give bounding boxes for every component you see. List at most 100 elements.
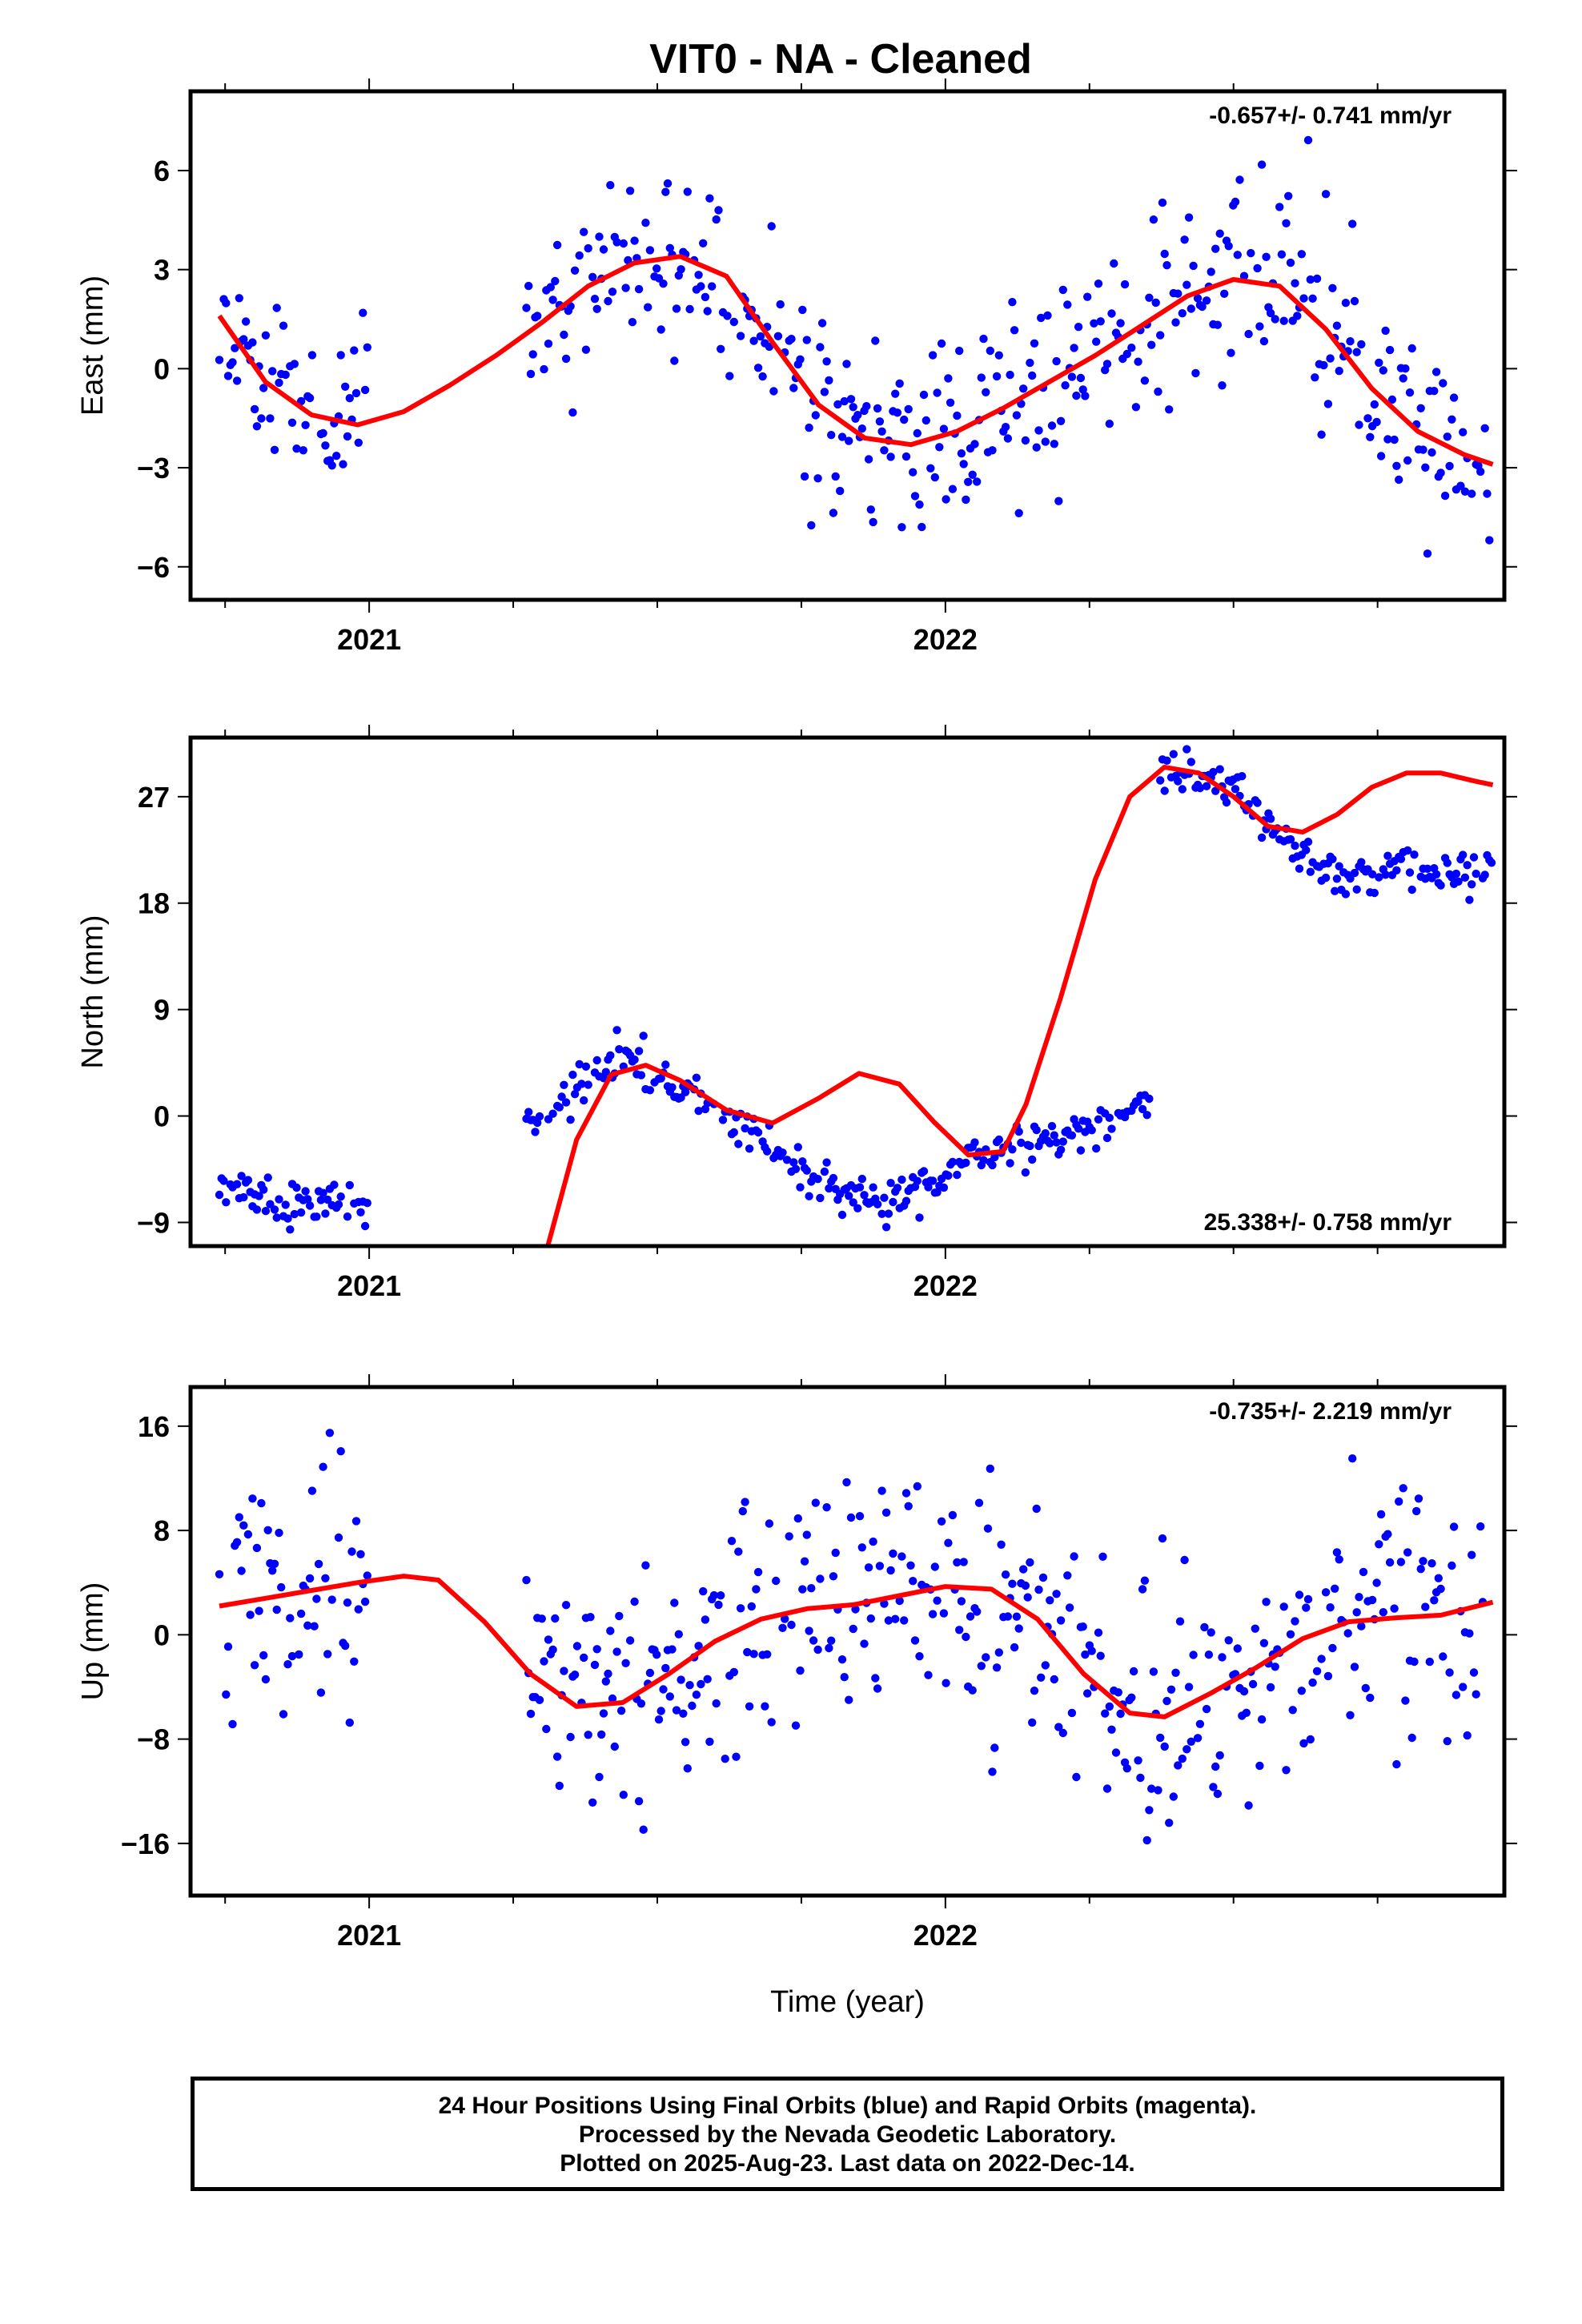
east-data-point <box>1392 461 1401 470</box>
north-data-point <box>928 1176 938 1185</box>
east-data-point <box>729 317 738 327</box>
east-data-point <box>964 477 973 486</box>
up-data-point <box>1204 1651 1214 1659</box>
up-data-point <box>703 1675 712 1683</box>
east-ytick-label: 6 <box>154 155 170 187</box>
east-data-point <box>339 460 347 468</box>
up-data-point <box>910 1636 920 1645</box>
north-xtick-label: 2022 <box>913 1269 978 1302</box>
up-data-point <box>968 1686 977 1695</box>
up-data-point <box>625 1636 635 1645</box>
north-data-point <box>1253 798 1262 807</box>
up-data-point <box>277 1582 286 1592</box>
up-data-point <box>597 1730 606 1739</box>
north-data-point <box>1463 861 1472 870</box>
east-data-point <box>624 255 632 265</box>
east-data-point <box>656 325 665 334</box>
north-data-point <box>1431 870 1441 879</box>
north-data-point <box>1156 776 1165 785</box>
up-data-point <box>714 1600 723 1610</box>
up-ytick-label: 8 <box>154 1514 170 1547</box>
up-data-point <box>645 1668 655 1678</box>
east-data-point <box>1180 235 1189 244</box>
up-data-point <box>1449 1522 1459 1531</box>
north-data-point <box>356 1208 365 1217</box>
east-data-point <box>524 281 533 291</box>
up-data-point <box>791 1721 801 1730</box>
up-data-point <box>1463 1731 1472 1740</box>
east-data-point <box>634 284 644 294</box>
north-data-point <box>263 1173 272 1182</box>
up-data-point <box>1012 1612 1022 1621</box>
up-data-point <box>1443 1737 1452 1746</box>
east-data-point <box>933 388 942 397</box>
east-data-point <box>619 239 628 248</box>
east-data-point <box>1110 259 1118 268</box>
up-data-point <box>1352 1608 1361 1617</box>
east-data-point <box>787 335 796 344</box>
east-data-point <box>1231 197 1240 207</box>
up-data-point <box>1058 1728 1068 1738</box>
east-data-point <box>354 438 363 447</box>
east-data-point <box>1390 435 1399 444</box>
north-data-point <box>639 1031 648 1040</box>
north-ytick-label: 18 <box>138 887 170 920</box>
up-data-point <box>864 1563 873 1572</box>
north-ytick-label: −9 <box>137 1206 170 1239</box>
up-data-point <box>683 1764 692 1773</box>
north-data-point <box>1231 785 1240 794</box>
north-data-point <box>319 1188 327 1197</box>
up-data-point <box>1282 1766 1291 1775</box>
north-data-point <box>694 1107 703 1116</box>
footer-line-2: Processed by the Nevada Geodetic Laborat… <box>578 2121 1117 2148</box>
up-data-point <box>1376 1510 1386 1519</box>
north-ytick-label: 0 <box>154 1100 170 1133</box>
up-data-point <box>325 1429 335 1437</box>
up-data-point <box>654 1715 664 1724</box>
north-data-point <box>681 1088 690 1097</box>
up-data-point <box>321 1574 330 1583</box>
up-data-point <box>616 1707 626 1715</box>
up-data-point <box>1255 1761 1264 1771</box>
up-data-point <box>837 1655 847 1664</box>
up-data-point <box>1361 1683 1371 1693</box>
up-data-point <box>1244 1801 1253 1810</box>
east-data-point <box>822 357 831 366</box>
up-data-point <box>1291 1617 1299 1626</box>
north-data-point <box>592 1055 601 1065</box>
north-data-point <box>1341 890 1351 899</box>
east-data-point <box>1076 373 1086 383</box>
up-data-point <box>257 1498 266 1508</box>
up-data-point <box>906 1561 915 1570</box>
east-data-point <box>1348 219 1357 228</box>
north-data-point <box>1014 1127 1023 1136</box>
east-xtick-label: 2022 <box>913 623 978 656</box>
up-data-point <box>356 1550 365 1559</box>
east-data-point <box>988 446 997 455</box>
north-data-point <box>270 1205 279 1214</box>
up-data-point <box>1134 1756 1142 1765</box>
east-data-point <box>1202 296 1211 305</box>
east-data-point <box>630 236 639 245</box>
up-data-point <box>857 1543 867 1552</box>
east-data-point <box>270 445 279 454</box>
east-data-point <box>1460 487 1470 496</box>
up-data-point <box>992 1663 1002 1672</box>
north-data-point <box>979 1156 988 1165</box>
up-data-point <box>360 1597 370 1606</box>
north-data-point <box>1074 1124 1083 1133</box>
up-data-point <box>1162 1696 1171 1706</box>
east-data-point <box>917 522 926 532</box>
up-data-point <box>1390 1604 1399 1613</box>
east-data-point <box>581 345 591 354</box>
up-data-point <box>1279 1602 1288 1611</box>
up-data-point <box>886 1566 895 1575</box>
east-data-point <box>1257 160 1267 169</box>
up-data-point <box>973 1607 982 1616</box>
east-data-point <box>1012 411 1022 420</box>
north-data-point <box>584 1080 592 1089</box>
east-data-point <box>767 222 776 231</box>
north-data-point <box>334 1200 343 1209</box>
north-data-point <box>237 1172 246 1180</box>
up-data-point <box>942 1679 950 1687</box>
